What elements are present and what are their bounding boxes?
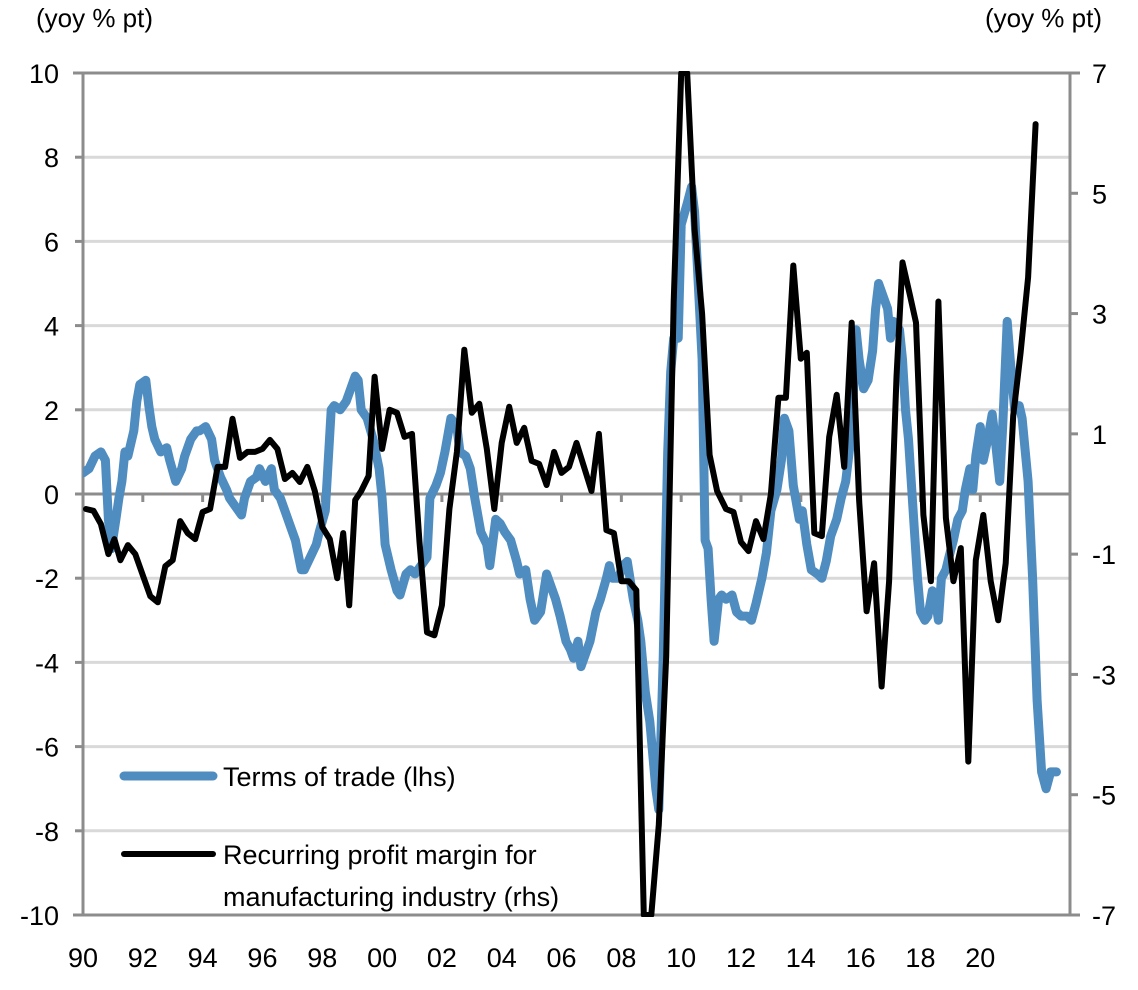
left-axis-tick-label: -10 [20, 901, 59, 931]
x-axis-tick-label: 96 [247, 943, 277, 973]
right-axis-tick-label: 1 [1092, 420, 1107, 450]
left-axis-tick-label: -2 [35, 564, 59, 594]
x-axis-tick-label: 00 [367, 943, 397, 973]
legend-label: Recurring profit margin for [223, 840, 537, 870]
left-axis-tick-label: -6 [35, 733, 59, 763]
x-axis-tick-label: 98 [307, 943, 337, 973]
x-axis-tick-label: 90 [68, 943, 98, 973]
x-axis-tick-label: 20 [965, 943, 995, 973]
x-axis-tick-label: 08 [606, 943, 636, 973]
left-axis-tick-label: 10 [29, 59, 59, 89]
x-axis-tick-label: 14 [786, 943, 816, 973]
x-axis-tick-label: 92 [128, 943, 158, 973]
right-axis-tick-label: 5 [1092, 179, 1107, 209]
left-axis-tick-label: -8 [35, 817, 59, 847]
legend: Terms of trade (lhs) Recurring profit mar… [119, 762, 559, 912]
x-axis-tick-label: 18 [905, 943, 935, 973]
right-axis-tick-label: -7 [1092, 901, 1116, 931]
series-lines [83, 71, 1061, 917]
right-axis-unit-label: (yoy % pt) [985, 3, 1102, 33]
left-axis-tick-label: 8 [44, 143, 59, 173]
x-axis-tick-label: 02 [427, 943, 457, 973]
right-axis-tick-label: 7 [1092, 59, 1107, 89]
x-axis-tick-label: 04 [487, 943, 517, 973]
x-axis-tick-label: 10 [666, 943, 696, 973]
right-axis-tick-label: -3 [1092, 660, 1116, 690]
left-axis-tick-label: 6 [44, 227, 59, 257]
left-axis-unit-label: (yoy % pt) [36, 3, 153, 33]
right-axis-tick-label: 3 [1092, 300, 1107, 330]
x-axis-tick-label: 06 [547, 943, 577, 973]
profit-margin-line [83, 71, 1039, 917]
legend-label: manufacturing industry (rhs) [223, 882, 559, 912]
terms-of-trade-line [83, 182, 1061, 815]
left-axis-tick-label: 0 [44, 480, 59, 510]
right-axis-tick-label: -1 [1092, 540, 1116, 570]
legend-label: Terms of trade (lhs) [223, 762, 456, 792]
left-axis-tick-label: -4 [35, 648, 59, 678]
x-axis-tick-label: 12 [726, 943, 756, 973]
x-axis-tick-label: 16 [846, 943, 876, 973]
left-axis-tick-label: 4 [44, 312, 59, 342]
right-axis-tick-label: -5 [1092, 781, 1116, 811]
left-axis-tick-label: 2 [44, 396, 59, 426]
x-axis-tick-label: 94 [188, 943, 218, 973]
